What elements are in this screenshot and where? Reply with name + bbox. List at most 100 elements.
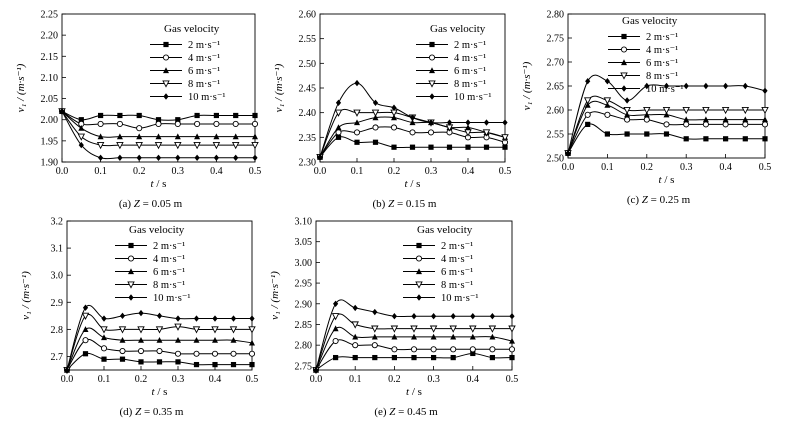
data-point bbox=[501, 134, 509, 142]
x-tick-label: 0.0 bbox=[310, 374, 323, 385]
y-tick-label: 2.20 bbox=[41, 31, 59, 42]
data-point bbox=[465, 144, 471, 150]
data-point bbox=[194, 112, 200, 119]
legend-entry: 8 m·s⁻¹ bbox=[188, 79, 220, 90]
data-point bbox=[429, 325, 438, 333]
data-point bbox=[663, 111, 670, 118]
legend-title: Gas velocity bbox=[129, 224, 185, 236]
legend-marker bbox=[416, 268, 422, 275]
data-point bbox=[78, 124, 85, 131]
legend-entry: 4 m·s⁻¹ bbox=[153, 254, 185, 265]
legend-entry: 2 m·s⁻¹ bbox=[188, 40, 220, 51]
x-tick-label: 0.5 bbox=[249, 166, 262, 177]
x-axis-label: t / s bbox=[152, 386, 168, 398]
legend: Gas velocity 2 m·s⁻¹ 4 m·s⁻¹ 6 m·s⁻¹ 8 m·s⁻¹… bbox=[608, 15, 684, 95]
x-tick-label: 0.4 bbox=[719, 162, 732, 173]
legend-entry: 8 m·s⁻¹ bbox=[454, 79, 486, 90]
y-tick-label: 2.25 bbox=[41, 10, 59, 21]
data-point bbox=[333, 300, 339, 307]
series-markers-0 bbox=[313, 350, 515, 373]
legend-entry: 6 m·s⁻¹ bbox=[188, 66, 220, 77]
series-markers-2 bbox=[565, 102, 768, 156]
data-point bbox=[136, 154, 142, 161]
data-point bbox=[118, 326, 127, 334]
series-markers-0 bbox=[64, 351, 255, 373]
legend-entry: 10 m·s⁻¹ bbox=[188, 92, 226, 103]
data-point bbox=[249, 315, 255, 322]
y-tick-label: 2.7 bbox=[51, 352, 64, 363]
legend-marker bbox=[163, 67, 169, 74]
caption-var: Z bbox=[388, 198, 395, 210]
data-point bbox=[354, 119, 360, 126]
x-axis-label-unit: / s bbox=[155, 386, 168, 398]
series-line-3 bbox=[61, 110, 255, 147]
data-point bbox=[703, 136, 709, 142]
data-point bbox=[624, 97, 630, 104]
data-point bbox=[230, 350, 237, 357]
y-tick-label: 2.75 bbox=[295, 361, 313, 372]
x-axis-label-var: t bbox=[152, 386, 156, 398]
data-point bbox=[212, 337, 218, 343]
data-point bbox=[313, 366, 319, 374]
chart-b: 0.0 0.1 0.2 0.3 0.4 0.5 2.30 2.35 2.40 2.45 2.50 2.… bbox=[273, 10, 511, 211]
data-point bbox=[762, 136, 768, 142]
legend-marker bbox=[620, 72, 628, 80]
data-point bbox=[354, 79, 360, 87]
x-axis-label-var: t bbox=[405, 178, 409, 190]
y-tick-label: 2.9 bbox=[51, 298, 64, 309]
data-point bbox=[193, 142, 201, 150]
data-point bbox=[354, 139, 360, 145]
x-tick-label: 0.1 bbox=[98, 374, 111, 385]
y-tick-label: 3.1 bbox=[51, 244, 64, 255]
y-tick-label: 3.05 bbox=[295, 237, 313, 248]
y-tick-label: 2.60 bbox=[299, 10, 317, 21]
data-point bbox=[332, 337, 339, 345]
data-point bbox=[78, 117, 84, 123]
caption-var: Z bbox=[389, 406, 396, 418]
legend-entry: 8 m·s⁻¹ bbox=[153, 280, 185, 291]
series-markers-3 bbox=[312, 313, 516, 375]
data-point bbox=[351, 321, 359, 329]
y-tick-label: 2.75 bbox=[547, 34, 565, 45]
data-point bbox=[213, 112, 219, 119]
data-point bbox=[469, 325, 477, 333]
data-point bbox=[603, 97, 612, 105]
legend-entry: 6 m·s⁻¹ bbox=[153, 267, 185, 278]
data-point bbox=[193, 361, 200, 368]
data-point bbox=[683, 82, 689, 90]
data-point bbox=[585, 121, 591, 127]
data-point bbox=[742, 116, 749, 123]
y-tick-label: 2.95 bbox=[295, 279, 313, 290]
data-point bbox=[565, 150, 571, 157]
chart-a: 0.0 0.1 0.2 0.3 0.4 0.5 1.90 1.95 2.00 2.05 2.10 2.… bbox=[15, 10, 261, 211]
data-point bbox=[410, 346, 418, 353]
x-axis-label-var: t bbox=[659, 174, 663, 186]
data-point bbox=[175, 154, 181, 161]
x-tick-label: 0.3 bbox=[172, 374, 185, 385]
x-tick-label: 0.4 bbox=[462, 166, 475, 177]
x-tick-label: 0.5 bbox=[246, 374, 259, 385]
data-point bbox=[135, 142, 143, 150]
data-point bbox=[138, 337, 144, 343]
data-point bbox=[175, 117, 181, 123]
data-point bbox=[100, 326, 108, 334]
legend-entry: 2 m·s⁻¹ bbox=[454, 40, 486, 51]
x-axis-label-unit: / s bbox=[408, 178, 421, 190]
data-point bbox=[489, 333, 496, 340]
data-point bbox=[229, 326, 238, 334]
data-point bbox=[136, 133, 143, 140]
data-point bbox=[722, 116, 729, 123]
legend-title: Gas velocity bbox=[164, 23, 220, 35]
data-point bbox=[119, 337, 126, 343]
data-point bbox=[409, 119, 416, 126]
x-tick-label: 0.0 bbox=[562, 162, 575, 173]
data-point bbox=[742, 82, 748, 90]
data-point bbox=[335, 99, 342, 106]
legend-entry: 10 m·s⁻¹ bbox=[454, 92, 492, 103]
legend-marker bbox=[162, 80, 170, 88]
data-point bbox=[174, 350, 182, 357]
data-point bbox=[136, 125, 143, 132]
data-point bbox=[465, 119, 471, 126]
legend-entry: 10 m·s⁻¹ bbox=[646, 84, 684, 95]
y-tick-label: 3.0 bbox=[51, 271, 64, 282]
